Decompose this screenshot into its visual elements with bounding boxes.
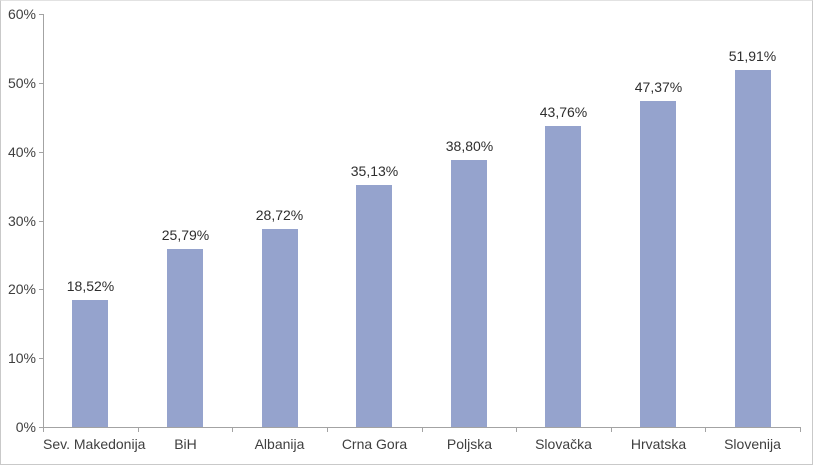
- bar-value-label-crna-gora: 35,13%: [350, 163, 399, 179]
- y-axis-tick: [39, 221, 43, 222]
- category-label-albanija: Albanija: [254, 436, 305, 452]
- y-axis-tick: [39, 14, 43, 15]
- bar-slovenija: [735, 70, 771, 427]
- x-axis-tick: [422, 428, 423, 432]
- y-axis-tick-label: 60%: [7, 6, 36, 22]
- y-axis-tick: [39, 152, 43, 153]
- y-axis-line: [43, 14, 44, 428]
- x-axis-tick: [800, 428, 801, 432]
- bar-hrvatska: [640, 101, 676, 427]
- x-axis-tick: [43, 428, 44, 432]
- y-axis-tick: [39, 358, 43, 359]
- y-axis-tick-label: 20%: [7, 281, 36, 297]
- y-axis-tick: [39, 427, 43, 428]
- bar-slova-ka: [545, 126, 581, 427]
- x-axis-tick: [327, 428, 328, 432]
- x-axis-tick: [516, 428, 517, 432]
- y-axis-tick: [39, 289, 43, 290]
- y-axis-tick-label: 10%: [7, 350, 36, 366]
- bar-value-label-sev-makedonija: 18,52%: [66, 278, 115, 294]
- x-axis-tick: [705, 428, 706, 432]
- bar-crna-gora: [356, 185, 392, 427]
- y-axis-tick-label: 30%: [7, 213, 36, 229]
- category-label-crna-gora: Crna Gora: [341, 436, 408, 452]
- y-axis-tick-label: 40%: [7, 144, 36, 160]
- category-label-slovenija: Slovenija: [724, 436, 781, 452]
- x-axis-tick: [138, 428, 139, 432]
- y-axis-tick-label: 50%: [7, 75, 36, 91]
- category-label-hrvatska: Hrvatska: [630, 436, 687, 452]
- y-axis-tick: [39, 83, 43, 84]
- x-axis-line: [43, 427, 801, 428]
- category-label-slova-ka: Slovačka: [535, 436, 592, 452]
- category-label-sev-makedonija: Sev. Makedonija: [43, 436, 146, 452]
- bar-value-label-hrvatska: 47,37%: [634, 79, 683, 95]
- bar-value-label-poljska: 38,80%: [445, 138, 494, 154]
- bar-albanija: [262, 229, 298, 427]
- category-label-poljska: Poljska: [446, 436, 493, 452]
- y-axis-tick-label: 0%: [15, 419, 36, 435]
- category-label-bih: BiH: [174, 436, 197, 452]
- bar-bih: [167, 249, 203, 427]
- bar-value-label-slovenija: 51,91%: [728, 48, 777, 64]
- bar-sev-makedonija: [72, 300, 108, 427]
- x-axis-tick: [232, 428, 233, 432]
- bar-value-label-bih: 25,79%: [161, 227, 210, 243]
- bar-value-label-albanija: 28,72%: [255, 207, 304, 223]
- bar-value-label-slova-ka: 43,76%: [539, 104, 588, 120]
- bar-poljska: [451, 160, 487, 427]
- x-axis-tick: [611, 428, 612, 432]
